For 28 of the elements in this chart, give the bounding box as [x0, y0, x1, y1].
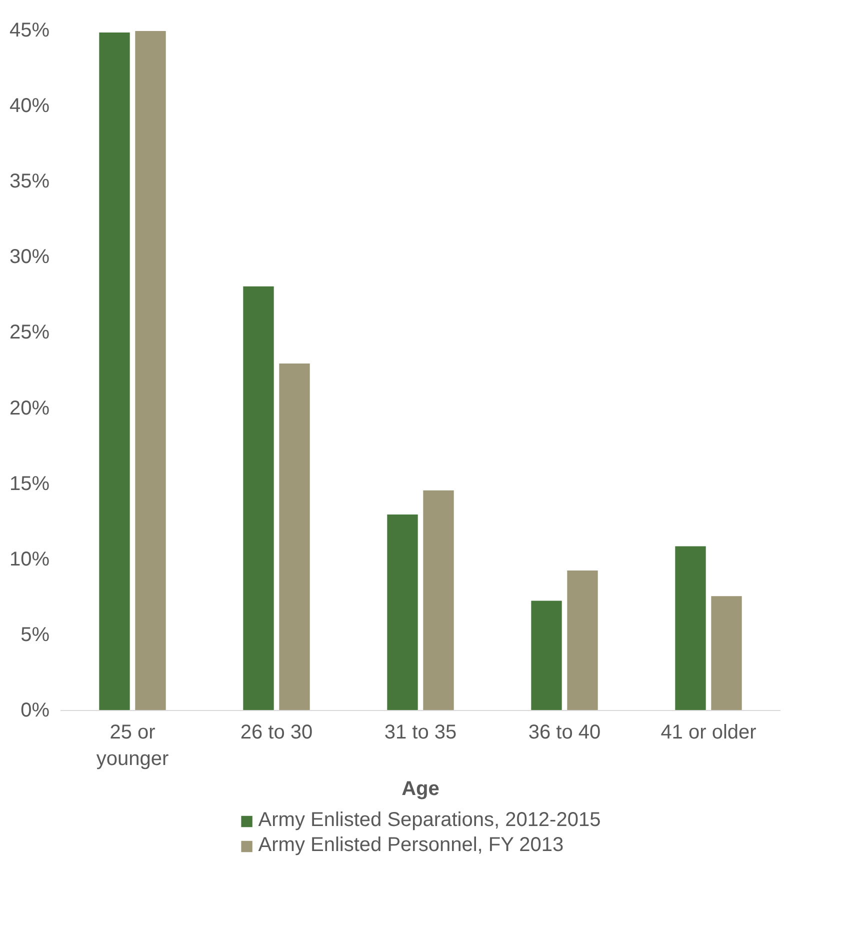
y-tick-label: 15% — [9, 472, 50, 495]
bar — [674, 545, 707, 710]
x-tick-label: 36 to 40 — [528, 722, 601, 744]
bar — [422, 489, 455, 710]
bar — [98, 32, 131, 710]
bar — [710, 595, 743, 710]
legend-label: Army Enlisted Separations, 2012-2015 — [258, 809, 601, 832]
y-tick-label: 5% — [20, 624, 50, 646]
x-axis-title: Age — [402, 778, 440, 800]
x-tick-label: 26 to 30 — [240, 722, 313, 744]
y-tick-label: 20% — [9, 397, 50, 420]
bar — [278, 362, 311, 710]
y-tick-label: 40% — [9, 95, 50, 118]
x-tick-label: 41 or older — [660, 722, 757, 744]
y-tick-label: 0% — [20, 700, 50, 722]
bar — [134, 30, 167, 710]
y-tick-label: 35% — [9, 170, 50, 193]
legend-label: Army Enlisted Personnel, FY 2013 — [258, 834, 564, 857]
x-tick-label: 31 to 35 — [384, 722, 457, 744]
bar — [242, 285, 275, 710]
y-tick-label: 45% — [9, 20, 50, 42]
y-tick-label: 10% — [9, 548, 50, 570]
bar — [566, 569, 599, 710]
y-tick-label: 30% — [9, 246, 50, 268]
y-tick-label: 25% — [9, 322, 50, 344]
bar — [386, 514, 419, 710]
bar — [530, 600, 563, 710]
x-tick-label: 25 or younger — [96, 722, 169, 770]
